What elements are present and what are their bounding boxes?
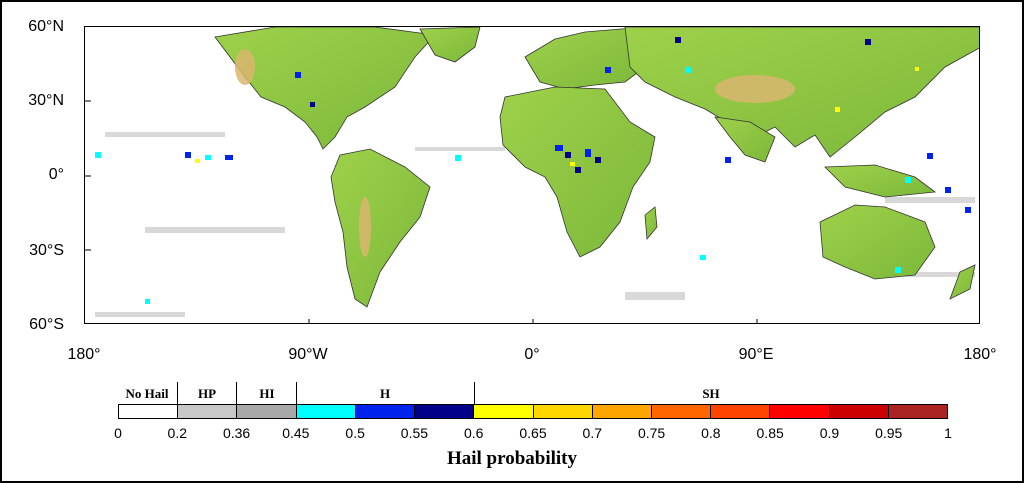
lon-label-90e: 90°E	[738, 346, 774, 363]
legend-cat-h: H	[379, 386, 391, 401]
legend-tick-label: 1	[944, 425, 952, 441]
south-america	[330, 148, 431, 308]
legend-swatch	[474, 405, 534, 418]
asia	[624, 27, 979, 158]
lat-label-30s: 30°S	[29, 242, 64, 259]
legend-tick-label: 0.55	[400, 425, 429, 441]
world-map-svg	[85, 27, 979, 323]
new-zealand	[949, 264, 976, 300]
north-america	[214, 27, 436, 150]
legend-tick-label: 0.65	[519, 425, 547, 441]
lon-label-0: 0°	[524, 346, 540, 363]
legend-swatch	[237, 405, 297, 418]
lat-label-0: 0°	[48, 166, 64, 183]
legend-tick-label: 0	[114, 425, 122, 441]
legend-swatch	[415, 405, 475, 418]
legend-divider	[474, 382, 475, 404]
lat-label-30n: 30°N	[28, 92, 64, 109]
lon-label-180w: 180°	[67, 346, 101, 363]
lat-label-60s: 60°S	[29, 316, 64, 333]
legend-swatch	[119, 405, 179, 418]
land-masses	[214, 27, 979, 308]
world-map	[84, 26, 980, 324]
legend-divider	[236, 382, 237, 404]
legend-swatch	[355, 405, 416, 418]
legend-categories: No Hail HP HI H SH	[118, 386, 948, 406]
europe	[524, 27, 646, 90]
legend-swatch	[178, 405, 238, 418]
hail-hotspots	[95, 37, 971, 304]
legend-swatch	[888, 405, 948, 418]
legend-cat-sh: SH	[702, 386, 720, 401]
indian-subcontinent	[714, 116, 776, 163]
legend-tick-label: 0.95	[875, 425, 903, 441]
legend-tick-label: 0.36	[222, 425, 251, 441]
legend-swatch	[296, 405, 356, 418]
legend-tick-label: 0.2	[167, 425, 188, 441]
legend-swatch	[651, 405, 712, 418]
legend-tick-label: 0.8	[701, 425, 721, 441]
legend-title: Hail probability	[446, 448, 578, 469]
lon-label-90w: 90°W	[288, 346, 328, 363]
legend-divider	[177, 382, 178, 404]
legend-tick-label: 0.85	[756, 425, 784, 441]
legend-tick-label: 0.6	[463, 425, 484, 441]
legend-tick-label: 0.75	[637, 425, 666, 441]
legend-tick-label: 0.9	[819, 425, 840, 441]
legend-tick-label: 0.45	[282, 425, 310, 441]
legend-cat-no-hail: No Hail	[125, 386, 169, 401]
lat-label-60n: 60°N	[28, 18, 64, 35]
legend-divider	[296, 382, 297, 404]
legend-cat-hp: HP	[197, 386, 217, 401]
southeast-asia-islands	[824, 164, 937, 198]
legend-swatch	[770, 405, 830, 418]
australia	[819, 204, 936, 280]
legend-tick-label: 0.7	[582, 425, 603, 441]
legend-swatch	[592, 405, 652, 418]
legend-swatch	[533, 405, 593, 418]
legend-tick-label: 0.5	[345, 425, 365, 441]
legend-cat-hi: HI	[259, 386, 275, 401]
lon-label-180e: 180°	[963, 346, 997, 363]
greenland	[419, 27, 481, 63]
legend-swatch	[711, 405, 771, 418]
legend-color-bar	[118, 404, 948, 419]
legend-swatch	[829, 405, 889, 418]
highlands	[235, 49, 795, 257]
madagascar	[644, 206, 658, 241]
